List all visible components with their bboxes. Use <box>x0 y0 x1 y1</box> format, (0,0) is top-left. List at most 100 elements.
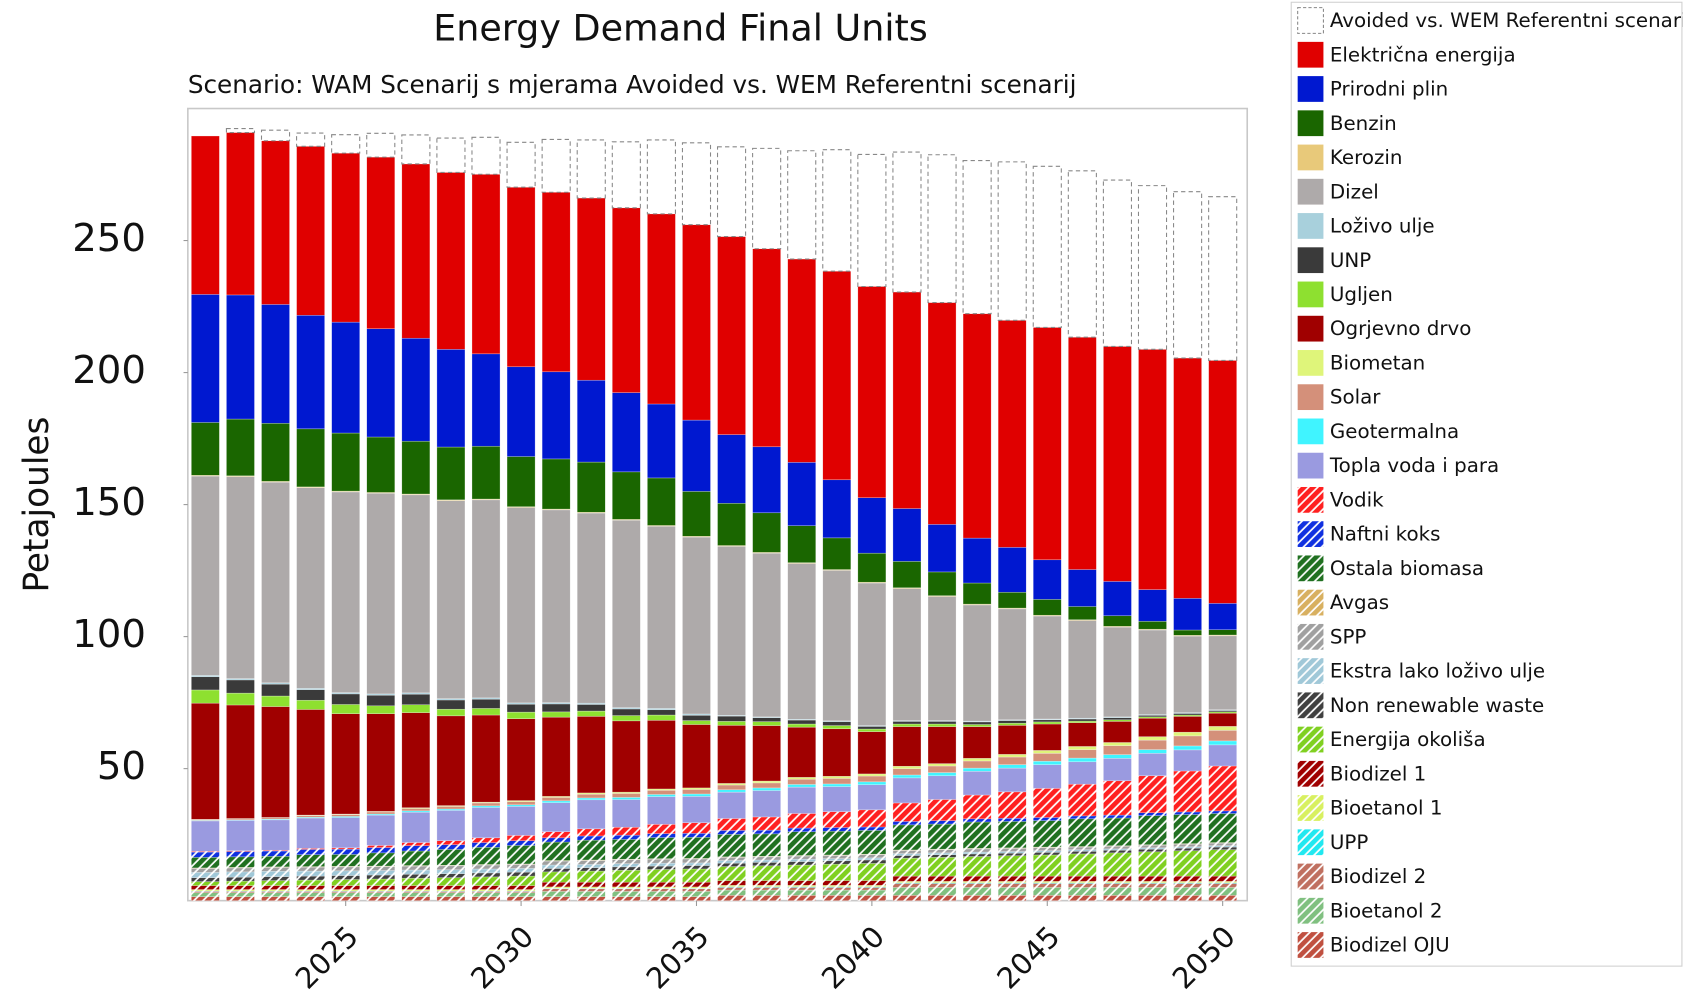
bar-segment <box>892 883 922 888</box>
legend-label: Energija okoliša <box>1330 728 1486 751</box>
bar-segment <box>296 689 325 701</box>
bar-segment <box>1173 731 1202 737</box>
bar-segment <box>1103 721 1132 743</box>
bar-segment <box>471 847 501 865</box>
bar-segment <box>1138 749 1167 754</box>
bar-segment <box>682 796 711 824</box>
bar-segment <box>191 135 220 295</box>
bar-segment <box>612 839 641 860</box>
legend-box <box>1290 1 1683 967</box>
legend-label: UNP <box>1330 249 1371 272</box>
legend-label: Ogrjevno drvo <box>1330 317 1472 340</box>
bar-segment <box>261 876 290 881</box>
bar-segment <box>927 799 957 821</box>
bar-segment <box>506 711 536 719</box>
bar-segment <box>1032 753 1062 762</box>
bar-segment <box>787 777 817 780</box>
bar-segment <box>752 248 781 448</box>
bar-segment <box>471 842 501 848</box>
bar-segment <box>541 797 571 802</box>
bar-segment <box>822 830 852 856</box>
bar-segment <box>927 524 957 573</box>
bar-segment <box>541 716 571 797</box>
bar-segment <box>962 895 992 901</box>
legend-swatch <box>1297 384 1324 411</box>
bar-segment <box>892 853 922 856</box>
bar-segment <box>1032 764 1062 789</box>
bar-segment <box>366 132 396 158</box>
bar-segment <box>892 561 922 589</box>
bar-segment <box>787 719 817 725</box>
bar-segment <box>1068 875 1097 882</box>
bar-segment <box>576 461 606 513</box>
y-tick-label: 250 <box>72 216 146 261</box>
bar-segment <box>962 851 992 855</box>
bar-segment <box>647 714 676 721</box>
bar-segment <box>1173 875 1202 882</box>
bar-segment <box>331 875 360 880</box>
bar-segment <box>401 337 431 442</box>
bar-segment <box>962 758 992 762</box>
bar-segment <box>857 728 887 732</box>
bar-segment <box>752 889 781 896</box>
bar-segment <box>717 434 746 504</box>
bar-segment <box>612 715 641 722</box>
bar-segment <box>752 833 781 857</box>
bar-segment <box>541 711 571 718</box>
bar-segment <box>296 817 325 849</box>
legend-swatch <box>1297 555 1324 582</box>
bar-segment <box>401 896 431 901</box>
bar-segment <box>366 694 396 707</box>
bar-segment <box>261 880 290 886</box>
bar-segment <box>857 889 887 896</box>
bar-segment <box>647 794 676 797</box>
legend-swatch <box>1297 589 1324 616</box>
bar-segment <box>647 709 676 716</box>
legend-swatch <box>1297 623 1324 650</box>
bar-segment <box>717 721 746 726</box>
bar-segment <box>471 885 501 890</box>
bar-segment <box>506 835 536 841</box>
bar-segment <box>366 847 396 854</box>
bar-segment <box>682 881 711 888</box>
bar-segment <box>541 458 571 510</box>
bar-segment <box>612 519 641 708</box>
bar-segment <box>892 508 922 562</box>
bar-segment <box>997 722 1027 726</box>
bar-segment <box>226 820 255 852</box>
bar-segment <box>191 857 220 869</box>
bar-segment <box>1138 815 1167 845</box>
bar-segment <box>471 698 501 709</box>
bar-segment <box>576 870 606 883</box>
bar-segment <box>506 885 536 890</box>
bar-segment <box>541 837 571 843</box>
bar-segment <box>962 582 992 605</box>
bar-segment <box>1068 569 1097 607</box>
legend-swatch <box>1297 521 1324 547</box>
bar-segment <box>822 858 852 862</box>
bar-segment <box>1173 357 1202 599</box>
bar-segment <box>576 864 606 868</box>
x-tick-label: 2045 <box>990 919 1066 992</box>
bar-segment <box>506 892 536 897</box>
bar-segment <box>576 839 606 861</box>
bar-segment <box>892 726 922 767</box>
bar-segment <box>1103 887 1132 896</box>
bar-segment <box>541 138 571 193</box>
bar-segment <box>647 862 676 867</box>
bar-segment <box>226 132 255 296</box>
bar-segment <box>822 776 852 779</box>
legend-swatch <box>1297 110 1324 137</box>
bar-segment <box>576 860 606 865</box>
bar-segment <box>366 436 396 493</box>
y-tick-label: 100 <box>72 612 146 657</box>
bar-segment <box>787 150 817 260</box>
bar-segment <box>1208 765 1237 812</box>
bar-segment <box>471 353 501 447</box>
y-tick-label: 50 <box>97 744 146 789</box>
legend-label: Ugljen <box>1330 283 1393 306</box>
bar-segment <box>717 862 746 867</box>
bar-segment <box>612 834 641 840</box>
bar-segment <box>962 856 992 877</box>
bar-segment <box>647 213 676 405</box>
